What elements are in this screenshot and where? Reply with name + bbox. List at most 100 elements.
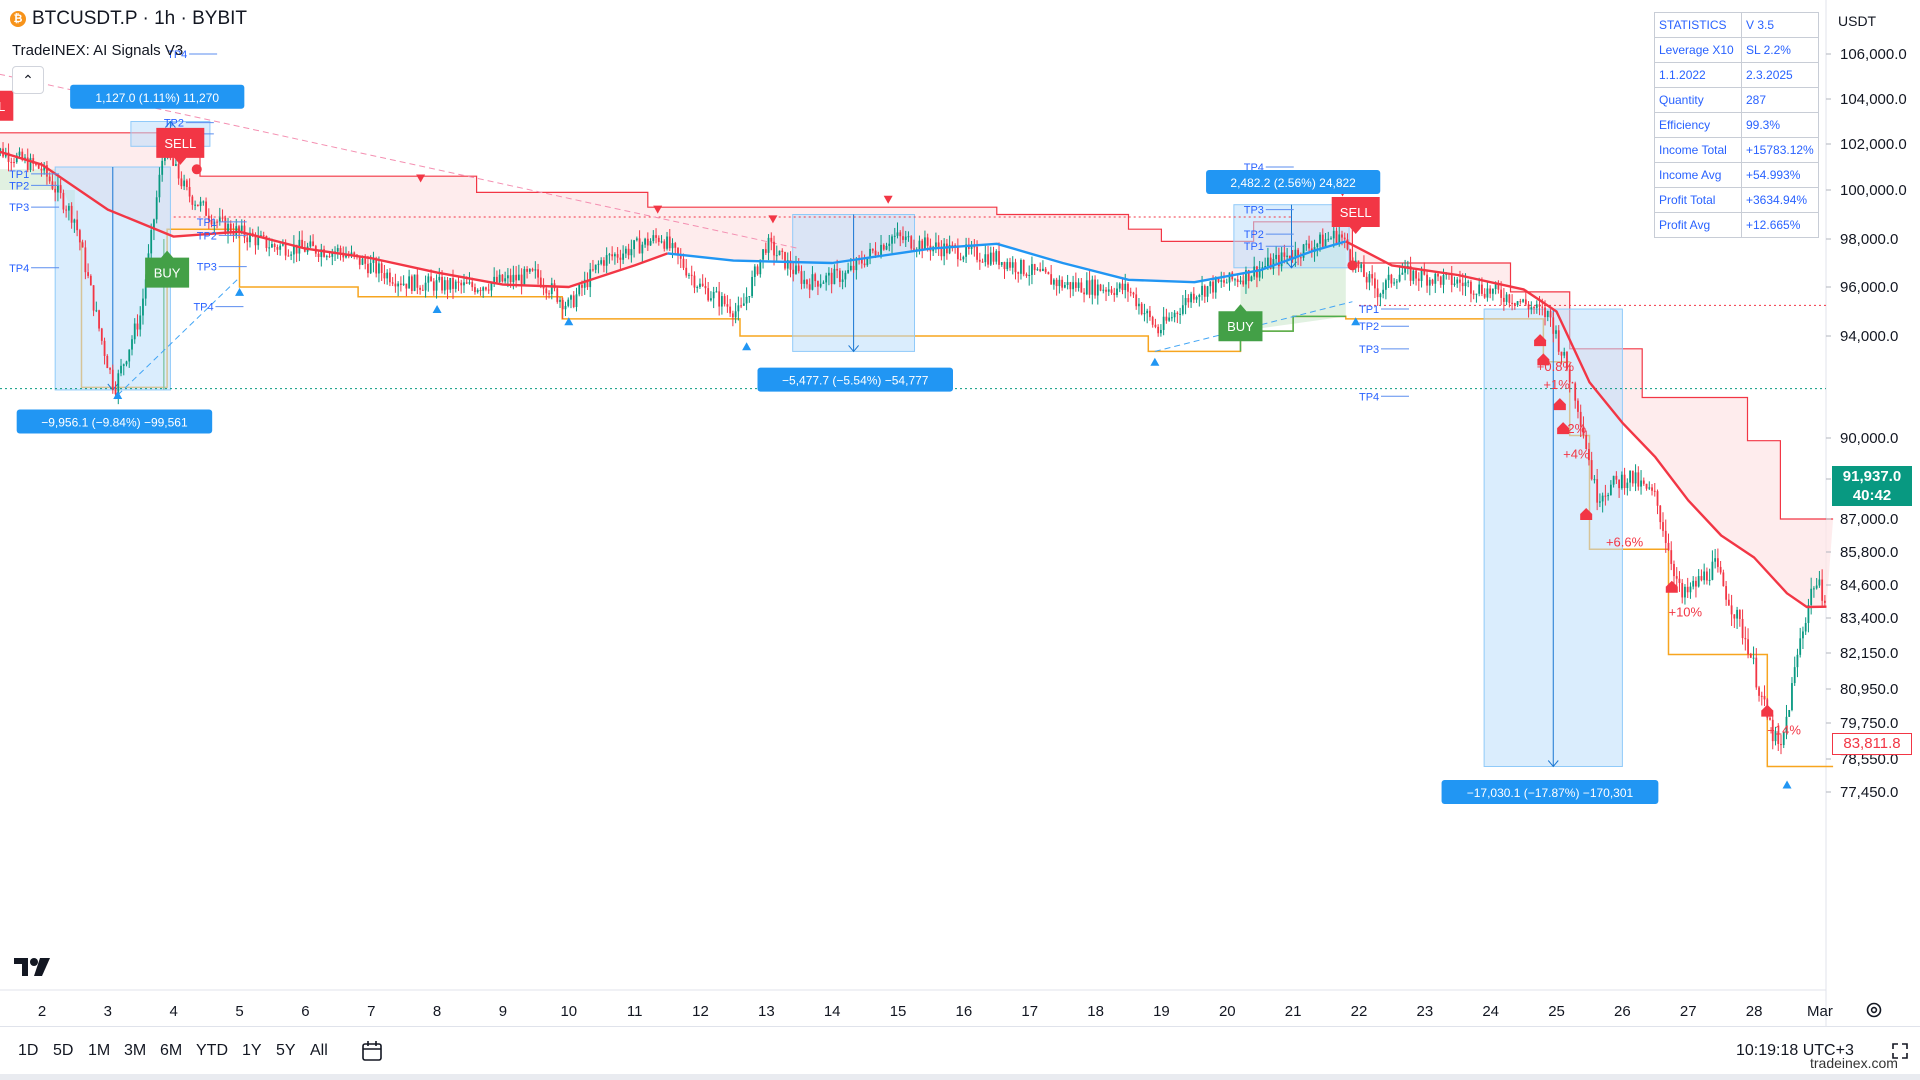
time-tick-label[interactable]: 20 [1219, 1003, 1236, 1020]
candle-body [87, 272, 89, 276]
price-tick-label[interactable]: 84,600.0 [1840, 577, 1898, 594]
time-tick-label[interactable]: 22 [1351, 1003, 1368, 1020]
sell-signal-badge[interactable] [156, 127, 205, 165]
time-tick-label[interactable]: 24 [1482, 1003, 1499, 1020]
symbol-header[interactable]: ₿ BTCUSDT.P · 1h · BYBIT [10, 8, 247, 30]
price-tick-label[interactable]: 79,750.0 [1840, 715, 1898, 732]
currency-selector[interactable]: USDT [1828, 6, 1914, 36]
price-tick-label[interactable]: 78,550.0 [1840, 751, 1898, 768]
candle-body [1110, 289, 1113, 293]
time-tick-label[interactable]: 14 [824, 1003, 841, 1020]
price-tick-label[interactable]: 83,400.0 [1840, 610, 1898, 627]
candle-body [421, 289, 424, 291]
candle-body [652, 235, 655, 242]
candle-body [838, 270, 841, 282]
price-tick-label[interactable]: 80,950.0 [1840, 681, 1898, 698]
candle-body [962, 256, 965, 260]
time-tick-label[interactable]: 8 [433, 1003, 441, 1020]
price-tick-label[interactable]: 96,000.0 [1840, 279, 1898, 296]
timeframe-button-6m[interactable]: 6M [160, 1042, 183, 1059]
time-tick-label[interactable]: 21 [1285, 1003, 1302, 1020]
entry-dot [1347, 260, 1358, 271]
candle-body [408, 276, 411, 289]
entry-dot [191, 164, 202, 175]
candle-body [907, 236, 910, 238]
candle-body [1697, 576, 1700, 587]
candle-body [874, 250, 877, 256]
indicator-title[interactable]: TradeINEX: AI Signals V3 [12, 42, 184, 59]
candle-body [1294, 249, 1297, 260]
time-tick-label[interactable]: 19 [1153, 1003, 1170, 1020]
utc-clock[interactable]: 10:19:18 UTC+3 [1736, 1042, 1854, 1059]
candle-body [1744, 638, 1747, 640]
price-tick-label[interactable]: 100,000.0 [1840, 182, 1907, 199]
time-tick-label[interactable]: 11 [627, 1003, 643, 1020]
price-tick-label[interactable]: 87,000.0 [1840, 511, 1898, 528]
time-tick-label[interactable]: 16 [956, 1003, 973, 1020]
candle-body [1481, 284, 1483, 294]
expand-icon[interactable] [1890, 1041, 1910, 1061]
time-tick-label[interactable]: 7 [367, 1003, 375, 1020]
calendar-icon[interactable] [360, 1039, 384, 1063]
time-tick-label[interactable]: 27 [1680, 1003, 1697, 1020]
symbol-title[interactable]: BTCUSDT.P · 1h · BYBIT [32, 8, 248, 29]
timeframe-button-5d[interactable]: 5D [53, 1042, 74, 1059]
measure-arrowhead [848, 345, 859, 353]
time-tick-label[interactable]: 2 [38, 1003, 46, 1020]
price-tick-label[interactable]: 98,000.0 [1840, 231, 1898, 248]
time-tick-label[interactable]: 28 [1746, 1003, 1763, 1020]
collapse-legend-button[interactable]: ⌃ [12, 66, 44, 94]
time-tick-label[interactable]: 18 [1087, 1003, 1104, 1020]
price-tick-label[interactable]: 77,450.0 [1840, 784, 1898, 801]
buy-signal-badge[interactable] [1218, 304, 1263, 342]
time-tick-label[interactable]: 6 [301, 1003, 309, 1020]
timeframe-button-1d[interactable]: 1D [18, 1042, 39, 1059]
candle-body [721, 296, 723, 307]
timeframe-button-1y[interactable]: 1Y [242, 1042, 262, 1059]
time-tick-label[interactable]: 10 [560, 1003, 577, 1020]
candle-body [92, 285, 95, 311]
price-tick-label[interactable]: 85,800.0 [1840, 544, 1898, 561]
time-tick-label[interactable]: 3 [104, 1003, 112, 1020]
time-tick-label[interactable]: 15 [890, 1003, 907, 1020]
time-tick-label[interactable]: 12 [692, 1003, 709, 1020]
price-tick-label[interactable]: 94,000.0 [1840, 328, 1898, 345]
time-tick-label[interactable]: 9 [499, 1003, 507, 1020]
candle-body [1802, 631, 1804, 639]
price-tick-label[interactable]: 102,000.0 [1840, 136, 1907, 153]
buy-signal-badge[interactable] [145, 250, 190, 288]
time-tick-label[interactable]: 25 [1548, 1003, 1565, 1020]
time-tick-label[interactable]: Mar [1807, 1003, 1833, 1020]
candle-body [1028, 274, 1031, 276]
signal-label: SELL [164, 136, 196, 151]
candle-body [1741, 618, 1744, 639]
timeframe-button-3m[interactable]: 3M [124, 1042, 147, 1059]
price-tick-label[interactable]: 90,000.0 [1840, 430, 1898, 447]
sell-signal-badge[interactable] [0, 90, 14, 128]
candle-body [976, 246, 978, 260]
candle-body [1063, 284, 1066, 288]
candle-body [1502, 297, 1505, 302]
timeframe-button-all[interactable]: All [310, 1042, 328, 1059]
time-tick-label[interactable]: 4 [170, 1003, 178, 1020]
tradingview-logo-icon[interactable] [14, 956, 54, 978]
time-tick-label[interactable]: 26 [1614, 1003, 1631, 1020]
timeframe-button-5y[interactable]: 5Y [276, 1042, 296, 1059]
time-tick-label[interactable]: 17 [1021, 1003, 1038, 1020]
timeframe-button-ytd[interactable]: YTD [196, 1042, 228, 1059]
chart-canvas[interactable]: TP4TP2TP1TP1TP2TP3TP4TP1TP2TP3TP4TP4TP3T… [0, 0, 1920, 1026]
price-tick-label[interactable]: 104,000.0 [1840, 91, 1907, 108]
candle-body [1006, 262, 1009, 270]
chart-settings-gear-icon[interactable] [1864, 1000, 1884, 1020]
stats-value: V 3.5 [1741, 12, 1819, 38]
time-tick-label[interactable]: 5 [235, 1003, 243, 1020]
sell-signal-badge[interactable] [1331, 197, 1380, 235]
candle-body [1077, 282, 1080, 288]
price-tick-label[interactable]: 106,000.0 [1840, 46, 1907, 63]
timeframe-button-1m[interactable]: 1M [88, 1042, 111, 1059]
price-tick-label[interactable]: 82,150.0 [1840, 645, 1898, 662]
time-tick-label[interactable]: 13 [758, 1003, 775, 1020]
time-tick-label[interactable]: 23 [1417, 1003, 1434, 1020]
candle-body [229, 223, 232, 233]
candle-body [1620, 474, 1623, 489]
